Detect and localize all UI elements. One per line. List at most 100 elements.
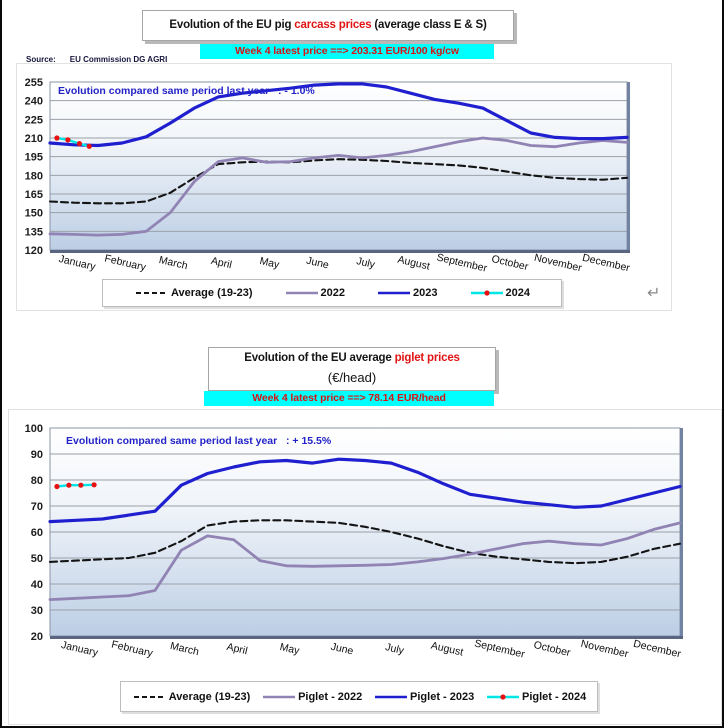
series-line-2024: [55, 136, 91, 148]
source-line: Source: EU Commission DG AGRI: [26, 55, 167, 64]
legend-item-average-19-23: Average (19-23): [134, 287, 253, 299]
y-axis-tick-label: 30: [31, 605, 43, 617]
carcass-chart-title: Evolution of the EU pig carcass prices (…: [142, 10, 514, 41]
x-axis-month-label: February: [110, 639, 154, 660]
legend-item-piglet-2024: Piglet - 2024: [485, 691, 586, 703]
y-axis-tick-label: 60: [31, 527, 43, 539]
series-line-average-19-23: [48, 158, 629, 205]
x-axis-month-label: April: [225, 641, 248, 657]
x-axis-month-label: January: [60, 639, 100, 659]
y-axis-tick-label: 70: [31, 501, 43, 513]
y-axis-tick-label: 150: [25, 208, 43, 220]
x-axis-month-label: December: [581, 252, 631, 275]
title-highlight: piglet prices: [394, 352, 460, 364]
x-axis-month-label: October: [532, 639, 572, 659]
carcass-latest-price-banner: Week 4 latest price ==> 203.31 EUR/100 k…: [200, 44, 494, 59]
series-marker-2024: [86, 143, 92, 149]
legend-swatch-2023: [378, 291, 411, 295]
x-axis-month-label: November: [580, 638, 630, 661]
piglet-price-chart: 20 30 40 50 60 70 80 90 100 January February March A…: [25, 423, 683, 661]
carcass-legend: Average (19-23) 2022 2023 2024: [102, 279, 562, 307]
x-axis-month-label: September: [473, 637, 526, 660]
legend-swatch-2022: [285, 291, 318, 295]
title-suffix: (average class E & S): [371, 19, 487, 31]
piglet-latest-price-banner: Week 4 latest price ==> 78.14 EUR/head: [204, 391, 494, 406]
series-line-piglet-2022: [48, 521, 682, 602]
legend-item-2024: 2024: [469, 287, 530, 299]
legend-label-piglet-2023: Piglet - 2023: [410, 690, 475, 703]
series-line-average-19-23: [48, 519, 682, 565]
x-axis-month-label: May: [279, 641, 302, 657]
piglet-annotation: Evolution compared same period last year…: [66, 435, 332, 447]
series-marker-piglet-2024: [66, 482, 72, 488]
legend-item-2022: 2022: [284, 287, 345, 299]
x-axis-month-label: November: [533, 252, 583, 275]
series-line-2023: [48, 82, 629, 148]
source-label: Source:: [26, 55, 56, 64]
y-axis-tick-label: 50: [31, 553, 43, 565]
legend-label-average-19-23: Average (19-23): [171, 287, 253, 299]
y-axis-tick-label: 80: [31, 475, 43, 487]
y-axis-tick-label: 100: [25, 423, 43, 435]
return-arrow-icon: ↵: [647, 285, 661, 302]
piglet-title-line2: (€/head): [327, 370, 377, 385]
legend-swatch-piglet-2024: [487, 693, 519, 700]
series-marker-2024: [54, 135, 60, 141]
y-axis-tick-label: 120: [25, 245, 43, 257]
x-axis-month-label: August: [430, 640, 465, 659]
y-axis-tick-label: 135: [25, 226, 43, 238]
series-line-piglet-2023: [48, 457, 682, 524]
series-line-2022: [48, 136, 629, 237]
legend-item-piglet-2023: Piglet - 2023: [373, 691, 474, 703]
x-axis-month-label: September: [435, 251, 488, 274]
y-axis-tick-label: 255: [25, 77, 43, 89]
y-axis-tick-label: 240: [25, 96, 43, 108]
title-prefix: Evolution of the EU average: [244, 352, 395, 364]
y-axis-tick-label: 90: [31, 449, 43, 461]
legend-item-piglet-2022: Piglet - 2022: [261, 691, 362, 703]
x-axis-month-label: October: [490, 253, 530, 273]
x-axis-month-label: March: [169, 640, 200, 658]
piglet-title-line1: Evolution of the EU average piglet price…: [209, 348, 495, 369]
x-axis-month-label: April: [210, 255, 233, 271]
series-line-piglet-2024: [55, 483, 96, 488]
y-axis-tick-label: 40: [31, 579, 43, 591]
title-prefix: Evolution of the EU pig: [169, 19, 295, 31]
legend-swatch-average-19-23: [133, 695, 166, 698]
legend-label-average-19-23: Average (19-23): [168, 690, 251, 703]
x-axis-month-label: July: [384, 641, 406, 657]
x-axis-month-label: May: [258, 255, 281, 271]
series-marker-2024: [65, 137, 71, 143]
legend-swatch-2024: [470, 290, 503, 296]
x-axis-month-label: February: [103, 253, 147, 274]
plot-area: [50, 82, 627, 250]
y-axis-tick-label: 195: [25, 152, 43, 164]
title-highlight: carcass prices: [294, 19, 372, 31]
legend-label-2022: 2022: [320, 287, 346, 299]
legend-label-2024: 2024: [505, 287, 530, 299]
y-axis-tick-label: 225: [25, 114, 43, 126]
x-axis-month-label: July: [355, 255, 377, 271]
carcass-price-chart: 120 135 150 165 180 195 210 225 240 255 January Feb…: [25, 77, 632, 275]
legend-label-2023: 2023: [413, 287, 438, 299]
legend-swatch-piglet-2023: [375, 695, 408, 698]
x-axis-month-label: June: [330, 641, 355, 658]
carcass-annotation: Evolution compared same period last year…: [58, 85, 315, 97]
series-marker-2024: [76, 141, 83, 147]
legend-item-average-19-23: Average (19-23): [132, 690, 251, 703]
series-marker-piglet-2024: [91, 482, 97, 488]
source-value: EU Commission DG AGRI: [69, 55, 168, 64]
piglet-chart-title: Evolution of the EU average piglet price…: [208, 347, 496, 391]
legend-label-piglet-2022: Piglet - 2022: [298, 690, 363, 703]
legend-swatch-piglet-2022: [263, 695, 296, 698]
series-marker-piglet-2024: [54, 483, 60, 490]
x-axis-month-label: August: [396, 254, 431, 273]
piglet-legend: Average (19-23) Piglet - 2022 Piglet - 202…: [120, 681, 598, 712]
x-axis-month-label: December: [632, 638, 682, 661]
legend-swatch-average-19-23: [136, 292, 168, 294]
x-axis-month-label: March: [158, 254, 189, 272]
x-axis-month-label: June: [305, 255, 330, 272]
y-axis-tick-label: 210: [25, 133, 43, 145]
series-marker-piglet-2024: [78, 482, 84, 488]
